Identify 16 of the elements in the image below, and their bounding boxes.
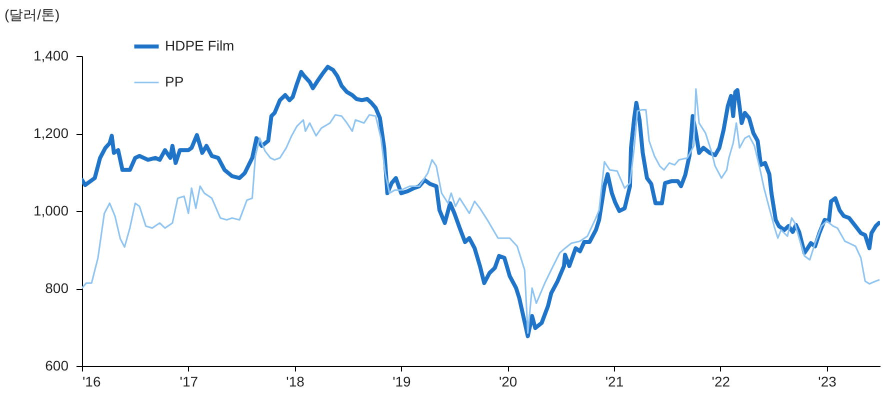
x-tick-label: '22	[712, 374, 730, 390]
x-tick-label: '23	[818, 374, 837, 390]
y-tick-label: 1,000	[33, 202, 69, 218]
legend-label: PP	[165, 74, 184, 90]
y-tick-label: 600	[45, 358, 69, 374]
x-tick-label: '20	[498, 374, 518, 390]
x-tick-label: '16	[82, 374, 101, 390]
y-tick-label: 800	[45, 280, 69, 296]
legend-label: HDPE Film	[165, 38, 234, 54]
x-tick-label: '19	[392, 374, 412, 390]
x-tick-label: '17	[180, 374, 198, 390]
y-tick-label: 1,400	[33, 48, 69, 64]
x-tick-label: '21	[605, 374, 624, 390]
x-tick-label: '18	[286, 374, 305, 390]
y-tick-label: 1,200	[33, 125, 69, 141]
y-axis-title: (달러/톤)	[4, 6, 60, 22]
